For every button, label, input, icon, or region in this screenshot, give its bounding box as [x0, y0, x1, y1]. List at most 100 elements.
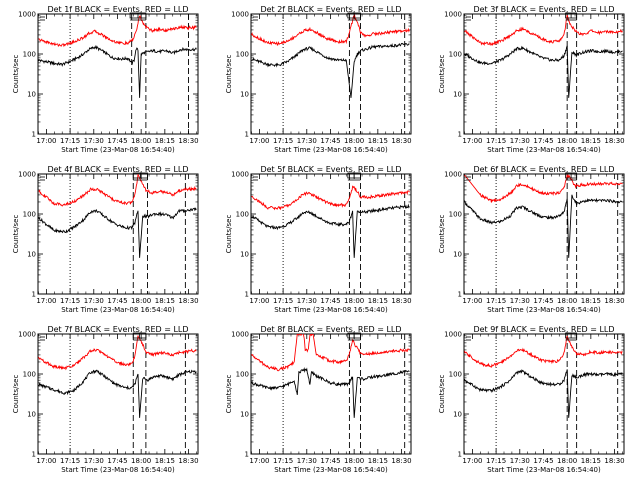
x-tick-label: 17:45 — [107, 137, 127, 145]
lld-series-line — [464, 14, 623, 47]
panel-title: Det 2f BLACK = Events, RED = LLD — [260, 5, 401, 14]
events-series-line — [38, 207, 197, 258]
y-tick-label: 1000 — [231, 331, 249, 339]
x-tick-label: 17:45 — [320, 297, 340, 305]
y-tick-label: 1000 — [231, 11, 249, 19]
panel-det-3f: Det 3f BLACK = Events, RED = LLD 1 10 100 10… — [438, 5, 625, 154]
y-tick-label: 1 — [458, 131, 462, 139]
x-tick-label: 18:00 — [344, 457, 364, 465]
x-tick-label: 18:00 — [344, 297, 364, 305]
x-tick-label: 17:45 — [107, 297, 127, 305]
panel-det-7f: Det 7f BLACK = Events, RED = LLD 1 10 100 10… — [12, 325, 199, 474]
y-tick-label: 1000 — [444, 11, 462, 19]
y-tick-label: 100 — [23, 51, 36, 59]
panel-det-2f: Det 2f BLACK = Events, RED = LLD 1 10 100 10… — [225, 5, 412, 154]
y-tick-label: 10 — [27, 91, 36, 99]
x-axis-label: Start Time (23-Mar-08 16:54:40) — [61, 466, 175, 474]
x-tick-label: 17:15 — [273, 457, 293, 465]
panel-title: Det 5f BLACK = Events, RED = LLD — [260, 165, 401, 174]
x-tick-label: 18:30 — [178, 297, 198, 305]
x-tick-label: 18:30 — [604, 137, 624, 145]
events-series-line — [251, 42, 410, 98]
x-tick-label: 17:45 — [320, 457, 340, 465]
y-axis-label: Counts/sec — [12, 375, 20, 414]
x-tick-label: 18:15 — [155, 297, 175, 305]
lld-series-line — [464, 335, 623, 368]
x-tick-label: 18:00 — [557, 457, 577, 465]
y-axis-label: Counts/sec — [225, 55, 233, 94]
x-tick-label: 17:00 — [36, 297, 56, 305]
x-tick-label: 18:00 — [131, 297, 151, 305]
x-tick-label: 17:30 — [84, 457, 104, 465]
x-tick-label: 18:15 — [368, 137, 388, 145]
plot-frame — [250, 333, 412, 455]
x-tick-label: 17:00 — [462, 457, 482, 465]
x-tick-label: 18:00 — [557, 297, 577, 305]
x-tick-label: 18:15 — [155, 137, 175, 145]
x-tick-label: 18:00 — [557, 137, 577, 145]
x-tick-label: 18:15 — [581, 137, 601, 145]
x-tick-label: 17:30 — [297, 297, 317, 305]
plot-area — [251, 14, 410, 134]
plot-frame — [37, 13, 199, 135]
y-axis-label: Counts/sec — [12, 55, 20, 94]
y-tick-label: 1 — [32, 131, 36, 139]
x-tick-label: 17:00 — [462, 297, 482, 305]
panel-title: Det 3f BLACK = Events, RED = LLD — [473, 5, 614, 14]
y-tick-label: 10 — [453, 91, 462, 99]
x-tick-label: 17:15 — [60, 297, 80, 305]
y-tick-label: 10 — [453, 251, 462, 259]
panel-det-5f: Det 5f BLACK = Events, RED = LLD 1 10 100 10… — [225, 165, 412, 314]
x-axis-label: Start Time (23-Mar-08 16:54:40) — [61, 146, 175, 154]
x-tick-label: 17:45 — [107, 457, 127, 465]
x-axis-label: Start Time (23-Mar-08 16:54:40) — [487, 466, 601, 474]
y-tick-label: 1 — [245, 451, 249, 459]
lld-series-line — [38, 174, 197, 207]
y-tick-label: 10 — [240, 91, 249, 99]
y-axis-label: Counts/sec — [438, 375, 446, 414]
plot-area — [251, 334, 410, 454]
y-tick-label: 1 — [458, 451, 462, 459]
plot-area — [38, 174, 197, 294]
events-series-line — [38, 44, 197, 98]
x-tick-label: 18:30 — [178, 457, 198, 465]
panel-title: Det 8f BLACK = Events, RED = LLD — [260, 325, 401, 334]
x-tick-label: 17:45 — [533, 297, 553, 305]
x-tick-label: 17:15 — [273, 137, 293, 145]
x-tick-label: 18:30 — [604, 457, 624, 465]
panel-title: Det 9f BLACK = Events, RED = LLD — [473, 325, 614, 334]
panel-title: Det 4f BLACK = Events, RED = LLD — [47, 165, 188, 174]
y-tick-label: 1 — [32, 451, 36, 459]
y-tick-label: 100 — [449, 51, 462, 59]
x-tick-label: 18:15 — [581, 457, 601, 465]
x-tick-label: 17:30 — [510, 137, 530, 145]
y-tick-label: 1 — [32, 291, 36, 299]
y-axis-label: Counts/sec — [225, 215, 233, 254]
events-series-line — [38, 369, 197, 418]
lld-series-line — [38, 335, 197, 371]
plot-area — [464, 174, 623, 294]
events-series-line — [251, 367, 410, 418]
plot-frame — [250, 173, 412, 295]
events-series-line — [464, 369, 623, 418]
x-axis-label: Start Time (23-Mar-08 16:54:40) — [61, 306, 175, 314]
y-tick-label: 1000 — [444, 171, 462, 179]
x-tick-label: 17:30 — [297, 457, 317, 465]
lld-series-line — [251, 334, 410, 372]
lld-series-line — [464, 174, 623, 203]
y-tick-label: 1000 — [444, 331, 462, 339]
panel-title: Det 7f BLACK = Events, RED = LLD — [47, 325, 188, 334]
x-tick-label: 17:15 — [486, 457, 506, 465]
plot-area — [251, 174, 410, 294]
y-tick-label: 1 — [245, 291, 249, 299]
y-tick-label: 1 — [458, 291, 462, 299]
y-tick-label: 10 — [240, 411, 249, 419]
x-axis-label: Start Time (23-Mar-08 16:54:40) — [487, 146, 601, 154]
x-tick-label: 17:15 — [60, 457, 80, 465]
panel-title: Det 6f BLACK = Events, RED = LLD — [473, 165, 614, 174]
x-tick-label: 18:15 — [155, 457, 175, 465]
y-tick-label: 10 — [240, 251, 249, 259]
y-tick-label: 100 — [236, 211, 249, 219]
y-tick-label: 100 — [449, 211, 462, 219]
